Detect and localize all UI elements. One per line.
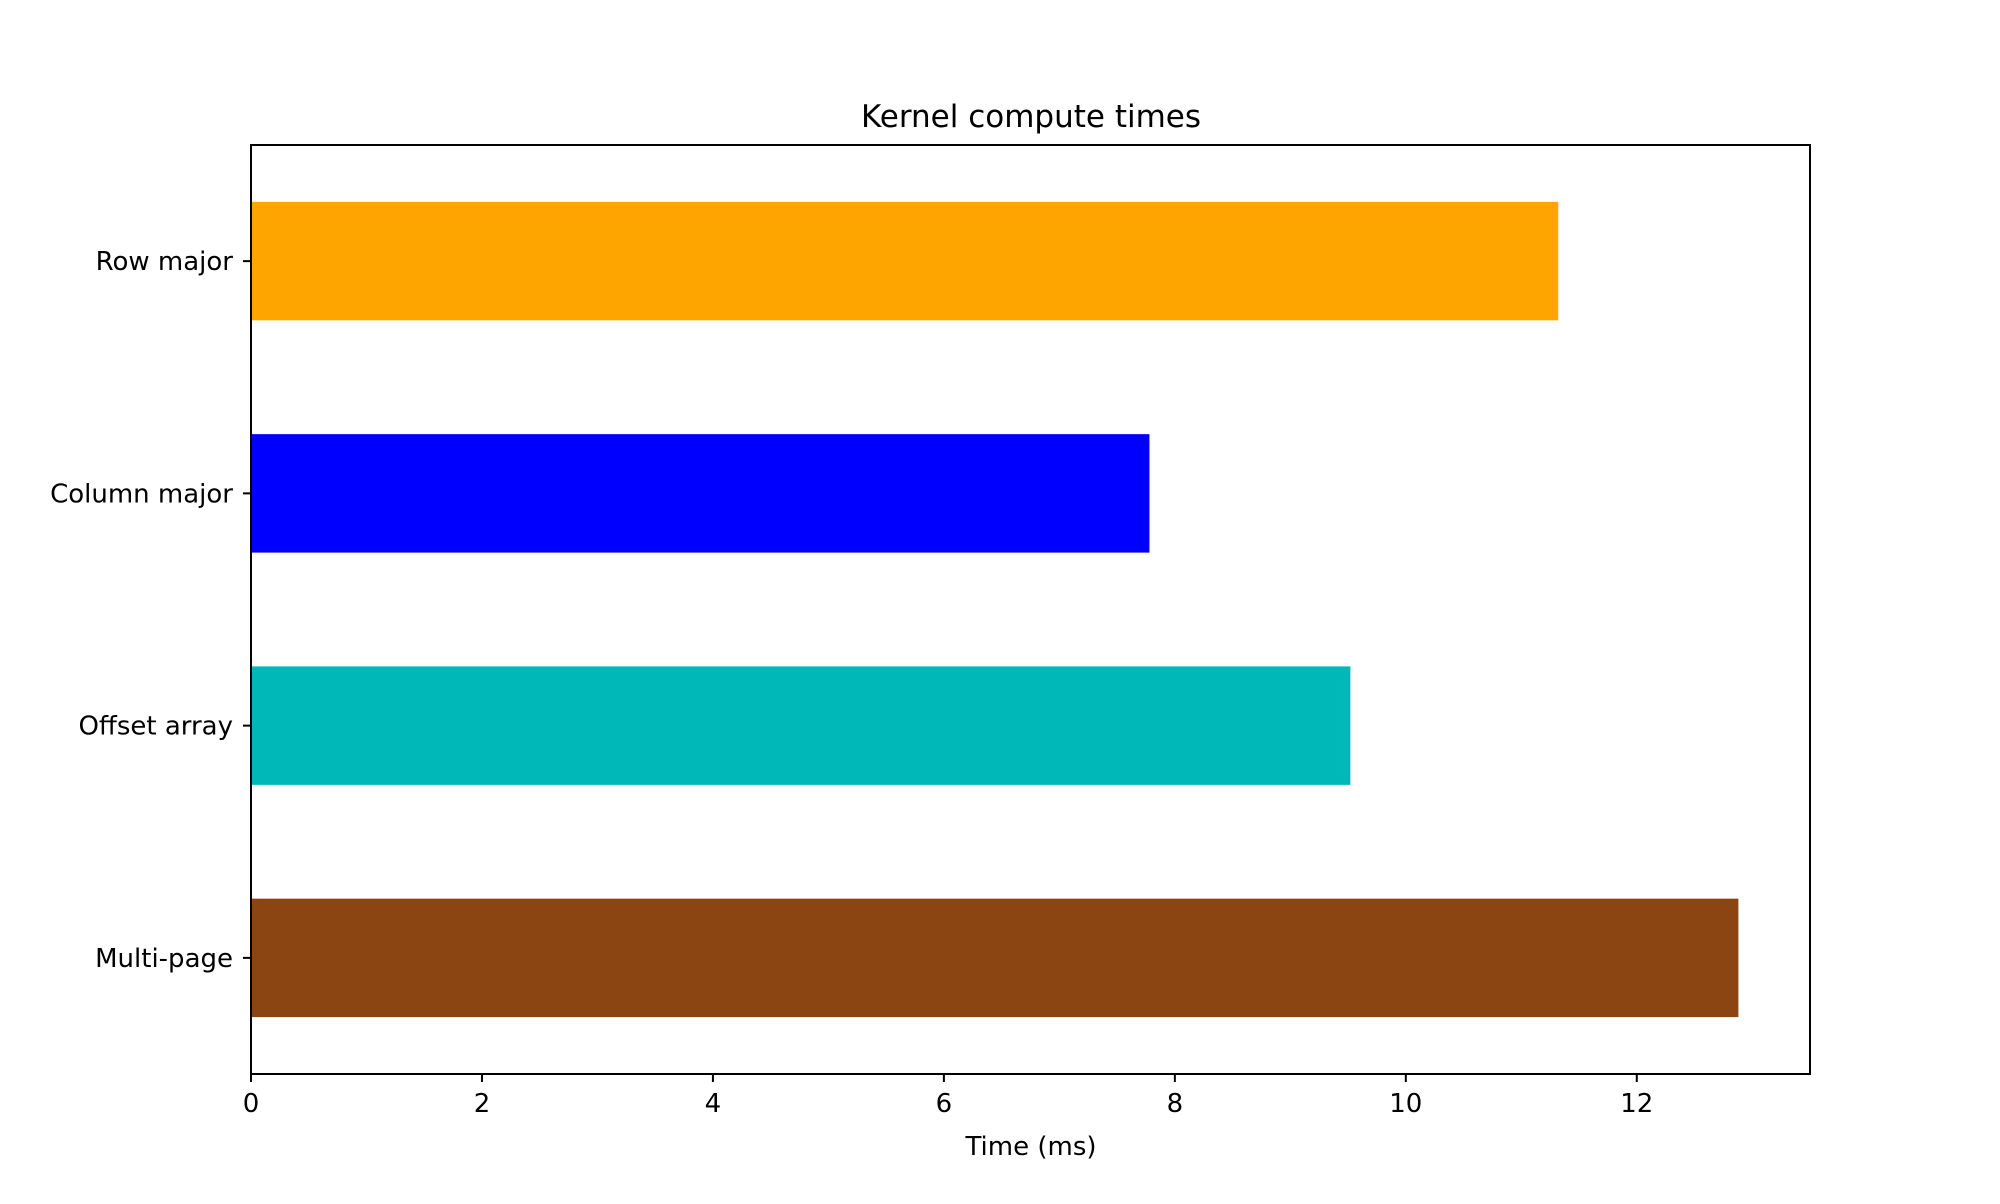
y-tick-label: Column major — [50, 479, 233, 509]
y-axis: Row major Column major Offset array Multi-p… — [50, 247, 251, 974]
chart-title: Kernel compute times — [861, 99, 1201, 135]
x-tick-label: 12 — [1620, 1089, 1653, 1119]
bar-offset-array — [251, 666, 1351, 785]
x-tick-label: 10 — [1389, 1089, 1422, 1119]
bars-layer — [251, 201, 1739, 1018]
bar-column-major — [251, 434, 1150, 553]
y-tick-label: Offset array — [78, 712, 233, 742]
x-axis-label: Time (ms) — [964, 1132, 1096, 1162]
bar-multi-page — [251, 898, 1739, 1018]
x-tick-label: 4 — [705, 1089, 722, 1119]
x-axis: 0 2 4 6 8 10 12 — [243, 1074, 1653, 1119]
x-tick-label: 8 — [1167, 1089, 1184, 1119]
bar-row-major — [251, 201, 1559, 321]
y-tick-label: Multi-page — [95, 944, 233, 974]
y-tick-label: Row major — [96, 247, 234, 277]
x-tick-label: 6 — [936, 1089, 953, 1119]
plot-frame — [250, 144, 1811, 1075]
x-tick-label: 2 — [474, 1089, 491, 1119]
x-tick-label: 0 — [243, 1089, 260, 1119]
